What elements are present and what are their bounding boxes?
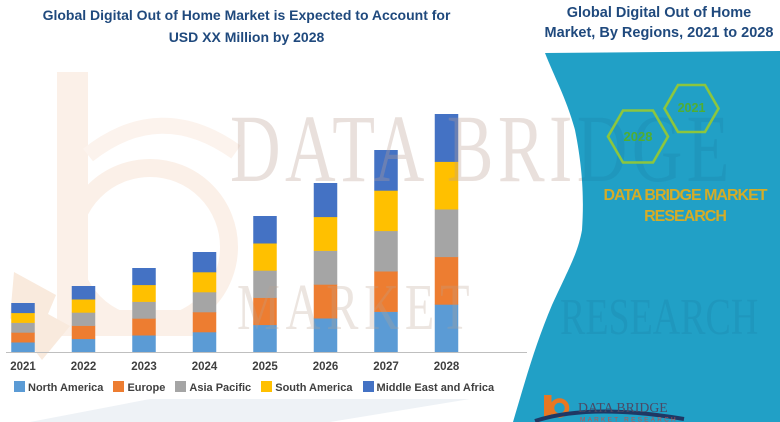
svg-text:MARKET RESEARCH: MARKET RESEARCH <box>580 417 678 422</box>
svg-text:DATA BRIDGE: DATA BRIDGE <box>578 400 668 415</box>
svg-text:MARKET: MARKET <box>237 272 475 344</box>
svg-text:RESEARCH: RESEARCH <box>560 287 758 345</box>
